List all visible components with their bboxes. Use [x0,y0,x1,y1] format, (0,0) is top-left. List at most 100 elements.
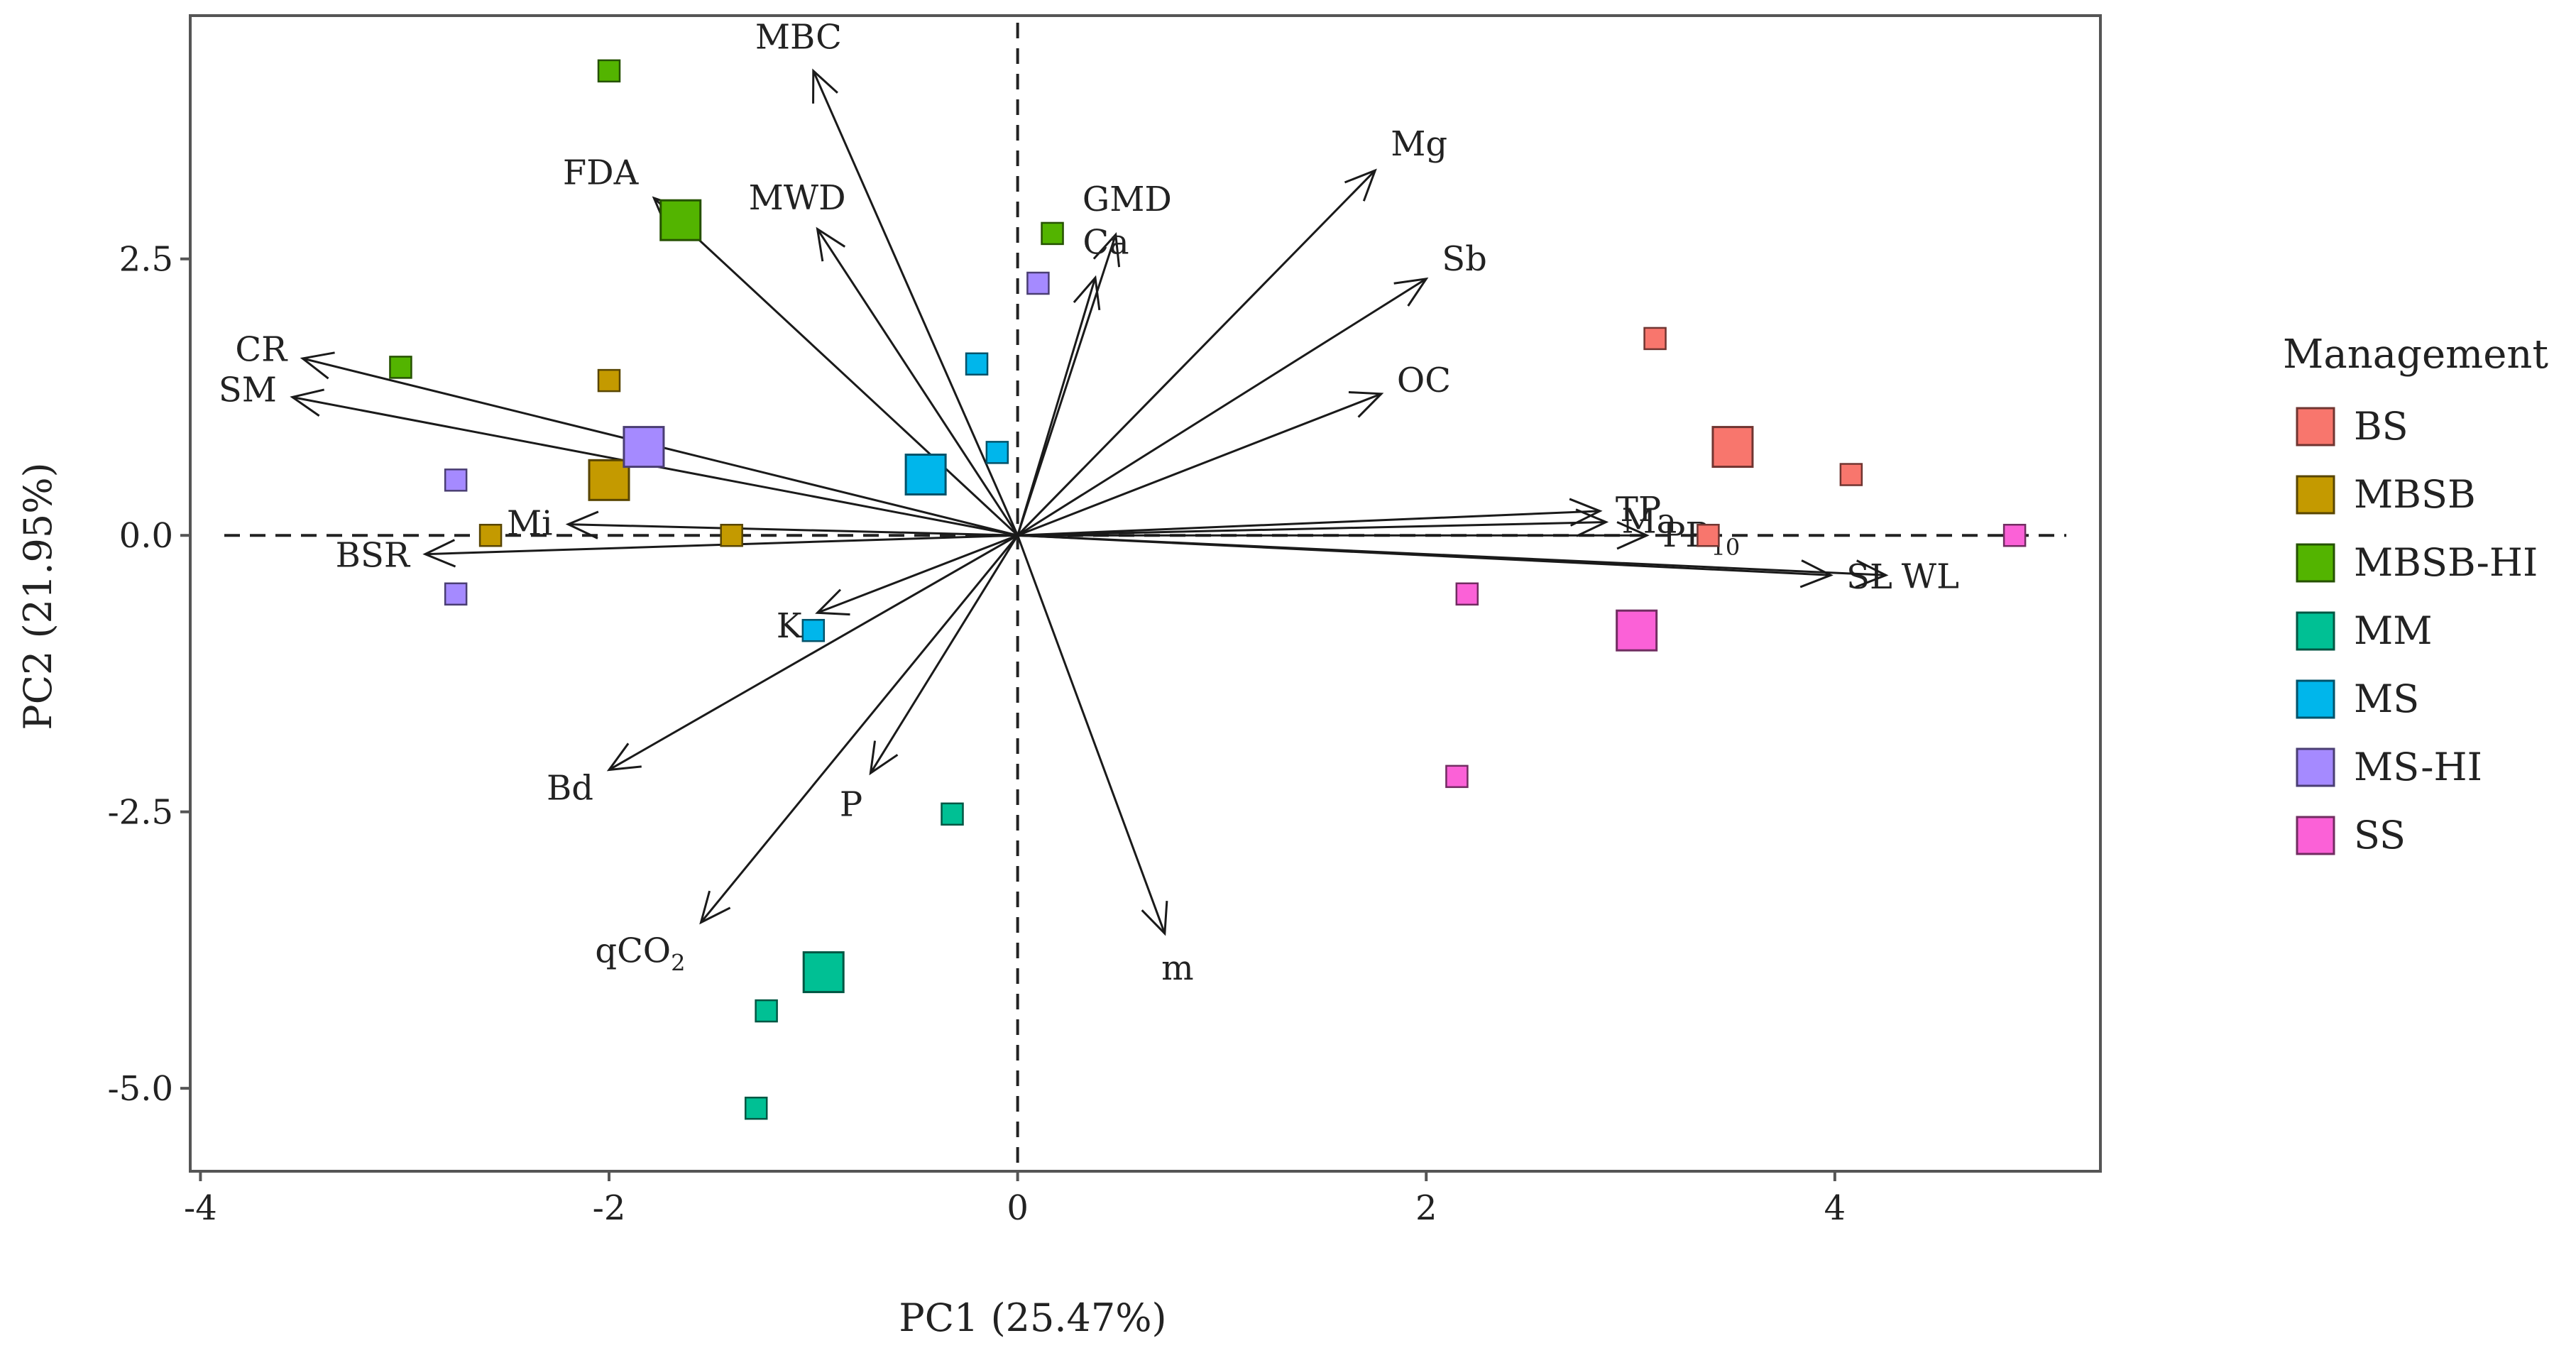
loading-arrow-pr10 [1017,521,1650,550]
loading-label-oc: OC [1397,361,1451,400]
legend-label-ms-hi: MS-HI [2354,745,2482,789]
loading-arrow-mwd [816,226,1019,537]
series-ms [801,352,1009,642]
loading-label-ca: Ca [1083,222,1129,262]
loading-arrow-ma [1017,508,1609,537]
loading-label-bd: Bd [547,768,593,808]
legend-swatch-mbsb-hi [2296,543,2335,583]
loading-label-bsr: BSR [336,535,411,575]
point-mbsb-hi-1 [597,59,621,83]
centroid-mm [802,951,845,994]
loading-label-wl: WL [1902,557,1959,597]
plot-background [189,14,2102,1173]
legend-label-bs: BS [2354,404,2408,449]
legend-entry-mbsb: MBSB [2296,472,2476,517]
loading-label-sl: SL [1846,557,1892,597]
legend-entry-ss: SS [2296,813,2406,857]
legend-label-ms: MS [2354,676,2419,721]
point-ms-1 [965,352,989,376]
point-ms-3 [801,618,826,642]
point-ss-1 [2002,523,2027,547]
loading-label-p: P [840,784,862,824]
legend-label-mm: MM [2354,608,2433,653]
point-mm-2 [755,999,778,1023]
centroid-ss [1616,609,1658,652]
legend: Management BS MBSB MBSB-HI MM MS MS-HI SS [2283,331,2548,857]
loading-label-cr: CR [235,329,288,369]
centroid-ms-hi [623,426,665,468]
point-mm-3 [744,1096,768,1120]
legend-label-mbsb: MBSB [2354,472,2476,517]
centroid-ms [904,454,947,496]
series-bs [1643,327,1863,547]
y-axis-title: PC2 (21.95%) [16,462,60,730]
loading-label-mwd: MWD [749,178,846,218]
legend-swatch-ss [2296,816,2335,855]
loading-label-sb: Sb [1442,239,1487,279]
series-mbsb-hi [389,59,1064,379]
point-mbsb-2 [478,523,503,547]
loading-arrow-bd [606,534,1019,772]
series-ss [1445,523,2027,789]
loading-arrow-tp [1017,498,1603,537]
legend-swatch-bs [2296,407,2335,446]
point-ss-2 [1455,582,1479,606]
point-mbsb-3 [720,523,743,547]
x-tick-label-4: 4 [1824,1188,1846,1228]
y-tick-label-2-5: -2.5 [107,793,173,833]
legend-entry-ms-hi: MS-HI [2296,745,2482,789]
loading-arrow-mbc [812,68,1019,536]
loading-label-m: m [1161,948,1194,988]
loading-arrow-gmd [1016,231,1121,536]
y-tick-label-5-0: -5.0 [107,1069,173,1109]
legend-title: Management [2283,331,2548,378]
loading-arrow-mi [565,510,1018,539]
point-ms-2 [985,441,1009,464]
loading-label-mg: Mg [1391,124,1447,164]
x-tick-label-2: 2 [1415,1188,1437,1228]
point-bs-1 [1643,327,1667,351]
legend-swatch-ms [2296,679,2335,719]
point-bs-3 [1839,463,1863,486]
point-ms-hi-3 [444,582,468,606]
loading-arrow-p [869,535,1019,776]
x-tick-label-2: -2 [593,1188,626,1228]
axes: -4 -2 0 2 4 2.5 0.0 -2.5 -5.0 [107,240,1846,1228]
legend-swatch-mm [2296,611,2335,651]
y-tick-label-2-5: 2.5 [119,240,173,280]
loading-label-fda: FDA [563,153,640,193]
loading-arrow-mg [1016,168,1377,537]
loading-arrow-ca [1016,275,1101,536]
score-points [389,59,2027,1120]
loading-label-qco2: qCO2 [595,931,685,977]
point-ss-3 [1445,765,1469,789]
point-mbsb-hi-3 [1041,221,1064,246]
loading-arrow-wl [1017,534,1889,588]
centroid-bs [1711,426,1754,468]
legend-entry-ms: MS [2296,676,2419,721]
loading-arrow-qco2 [699,535,1019,925]
x-tick-label-0: 0 [1007,1188,1029,1228]
legend-entry-mbsb-hi: MBSB-HI [2296,540,2538,585]
point-ms-hi-1 [1026,271,1050,295]
loading-arrow-m [1016,535,1168,936]
centroid-mbsb-hi [659,199,702,241]
legend-swatch-mbsb [2296,475,2335,515]
loading-label-gmd: GMD [1083,180,1172,219]
loading-label-sm: SM [219,371,277,410]
series-mbsb [478,368,743,547]
series-ms-hi [444,271,1050,606]
legend-label-ss: SS [2354,813,2406,857]
loading-arrow-sb [1016,277,1429,537]
legend-label-mbsb-hi: MBSB-HI [2354,540,2538,585]
loading-arrow-oc [1017,391,1384,537]
legend-swatch-ms-hi [2296,747,2335,787]
centroid-mbsb [588,459,630,501]
y-tick-label-0-0: 0.0 [119,516,173,556]
x-axis-title: PC1 (25.47%) [899,1295,1166,1340]
point-mm-1 [941,802,964,826]
loading-label-mi: Mi [507,503,553,543]
point-ms-hi-2 [444,468,468,492]
x-tick-label-4: -4 [184,1188,217,1228]
